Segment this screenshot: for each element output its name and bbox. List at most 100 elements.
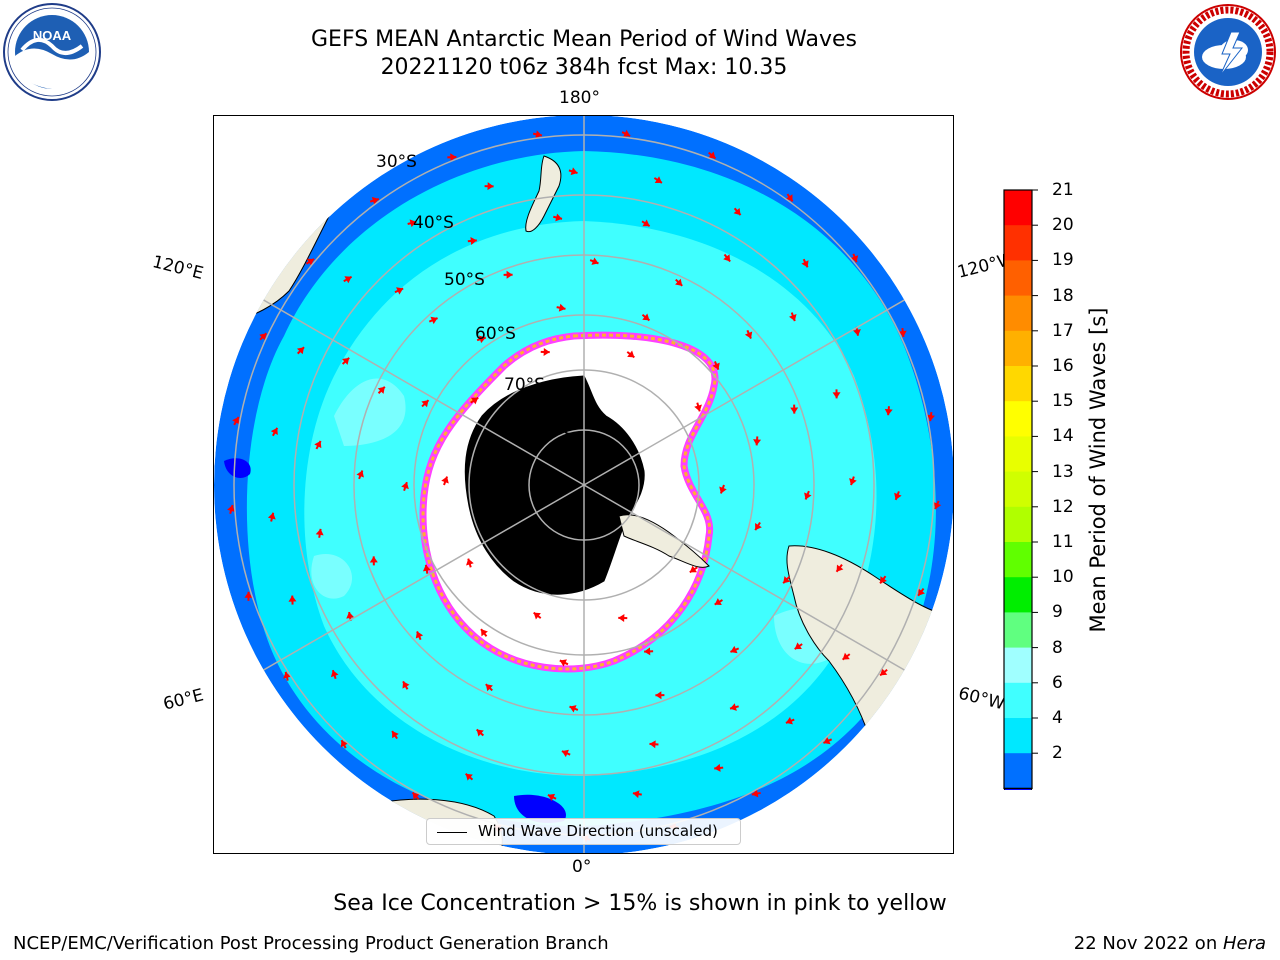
wave-arrow-head: [244, 591, 253, 598]
colorbar-segment: [1004, 647, 1032, 684]
colorbar-tick-label: 15: [1052, 391, 1074, 412]
wave-arrow-head: [466, 558, 474, 566]
wave-arrow-head: [918, 588, 925, 596]
colorbar-segment: [1004, 577, 1032, 613]
wave-arrow-head: [487, 182, 494, 191]
wave-arrow-head: [649, 740, 656, 749]
wave-arrow-head: [558, 303, 566, 312]
wave-arrow-head: [535, 130, 542, 139]
colorbar-segment: [1004, 612, 1032, 649]
colorbar-segment: [1004, 718, 1032, 754]
lon-label-60e: 60°E: [161, 685, 206, 715]
colorbar-tick-label: 20: [1052, 215, 1074, 236]
nws-logo: [1180, 4, 1276, 100]
wave-arrow-head: [506, 270, 513, 279]
colorbar: [1003, 189, 1038, 790]
wave-arrow-head: [555, 213, 563, 222]
colorbar-tick-label: 2: [1052, 743, 1063, 764]
wave-arrow-head: [450, 153, 457, 162]
wave-arrow-head: [267, 512, 276, 520]
wave-arrow-head: [712, 362, 720, 370]
wave-arrow-head: [618, 614, 625, 623]
wave-arrow-head: [422, 564, 431, 572]
wave-arrow-head: [785, 194, 793, 202]
colorbar-tick-label: 14: [1052, 426, 1074, 447]
lat-label-50s: 50°S: [444, 270, 485, 290]
wave-arrow-head: [314, 440, 322, 449]
wave-arrow-head: [744, 331, 753, 339]
wave-arrow-head: [642, 219, 650, 227]
colorbar-tick-label: 21: [1052, 180, 1074, 200]
wave-arrow-head: [543, 347, 550, 356]
wave-arrow-head: [623, 129, 631, 137]
wave-arrow-head: [644, 647, 651, 656]
colorbar-tick-label: 4: [1052, 708, 1063, 728]
wave-arrow-head: [894, 492, 902, 500]
colorbar-segment: [1004, 401, 1032, 437]
meridian-line: [214, 484, 585, 746]
footer-credit: NCEP/EMC/Verification Post Processing Pr…: [13, 933, 609, 954]
wave-arrow-head: [402, 681, 410, 689]
colorbar-segment: [1004, 753, 1032, 789]
lon-label-180: 180°: [559, 88, 600, 108]
sea-ice-note: Sea Ice Concentration > 15% is shown in …: [333, 891, 947, 916]
wave-arrow-head: [790, 407, 799, 414]
wave-arrow-head: [694, 404, 702, 412]
colorbar-segment: [1004, 682, 1032, 719]
wave-arrow-head: [470, 397, 479, 405]
wave-arrow-head: [723, 254, 731, 262]
wave-arrow-head: [708, 151, 716, 159]
lat-label-80s: 80°S: [533, 425, 574, 445]
wave-arrow-head: [785, 716, 793, 725]
wave-arrow-head: [836, 564, 844, 572]
wave-arrow-head: [259, 333, 267, 341]
colorbar-tick-label: 17: [1052, 320, 1074, 341]
colorbar-tick-label: 16: [1052, 356, 1074, 376]
wave-arrow-head: [478, 335, 486, 344]
wave-arrow-head: [627, 350, 635, 358]
new-zealand-land: [525, 155, 562, 233]
colorbar-segment: [1004, 330, 1032, 367]
colorbar-tick-label: 9: [1052, 602, 1063, 623]
wave-arrow-head: [842, 652, 850, 660]
wave-arrow-head: [485, 684, 493, 692]
wave-arrow-head: [547, 793, 556, 802]
lat-label-40s: 40°S: [413, 213, 454, 233]
legend-line-swatch: [437, 832, 467, 833]
wave-arrow-head: [801, 260, 809, 268]
colorbar-segment: [1004, 506, 1032, 543]
wave-arrow-head: [377, 386, 385, 394]
ocean-8-9s: [311, 378, 840, 664]
wave-arrow-head: [441, 476, 449, 484]
wave-arrow-head: [340, 740, 348, 748]
wave-arrow-head: [421, 400, 429, 408]
colorbar-segment: [1004, 436, 1032, 473]
noaa-logo: NOAA: [3, 3, 101, 101]
wave-arrow-head: [401, 482, 409, 490]
lon-label-0: 0°: [572, 857, 592, 877]
wave-arrow-head: [227, 505, 235, 512]
wave-arrow-head: [832, 392, 841, 399]
legend-label: Wind Wave Direction (unscaled): [478, 822, 718, 840]
wave-arrow-head: [270, 427, 278, 436]
wave-arrow-head: [714, 598, 722, 606]
map-panel: [213, 115, 954, 854]
wave-arrow-head: [823, 736, 831, 745]
noaa-logo-text: NOAA: [33, 28, 72, 43]
colorbar-tick-label: 12: [1052, 496, 1074, 517]
wave-arrow-head: [371, 196, 379, 205]
wave-arrow-head: [632, 790, 640, 799]
wave-arrow-head: [591, 257, 599, 265]
meridian-line: [583, 224, 953, 486]
wave-arrow-head: [783, 576, 791, 584]
wave-arrow-head: [880, 576, 887, 584]
wave-arrow-head: [689, 565, 698, 573]
wave-arrow-head: [804, 492, 812, 500]
madagascar-land: [243, 767, 300, 807]
sea-ice-edge-yellow: [421, 333, 717, 671]
wave-arrow-head: [570, 167, 578, 176]
footer-host: Hera: [1222, 933, 1266, 954]
wave-arrow-head: [654, 176, 662, 183]
wave-arrow-head: [788, 314, 797, 322]
colorbar-label: Mean Period of Wind Waves [s]: [1086, 307, 1110, 633]
